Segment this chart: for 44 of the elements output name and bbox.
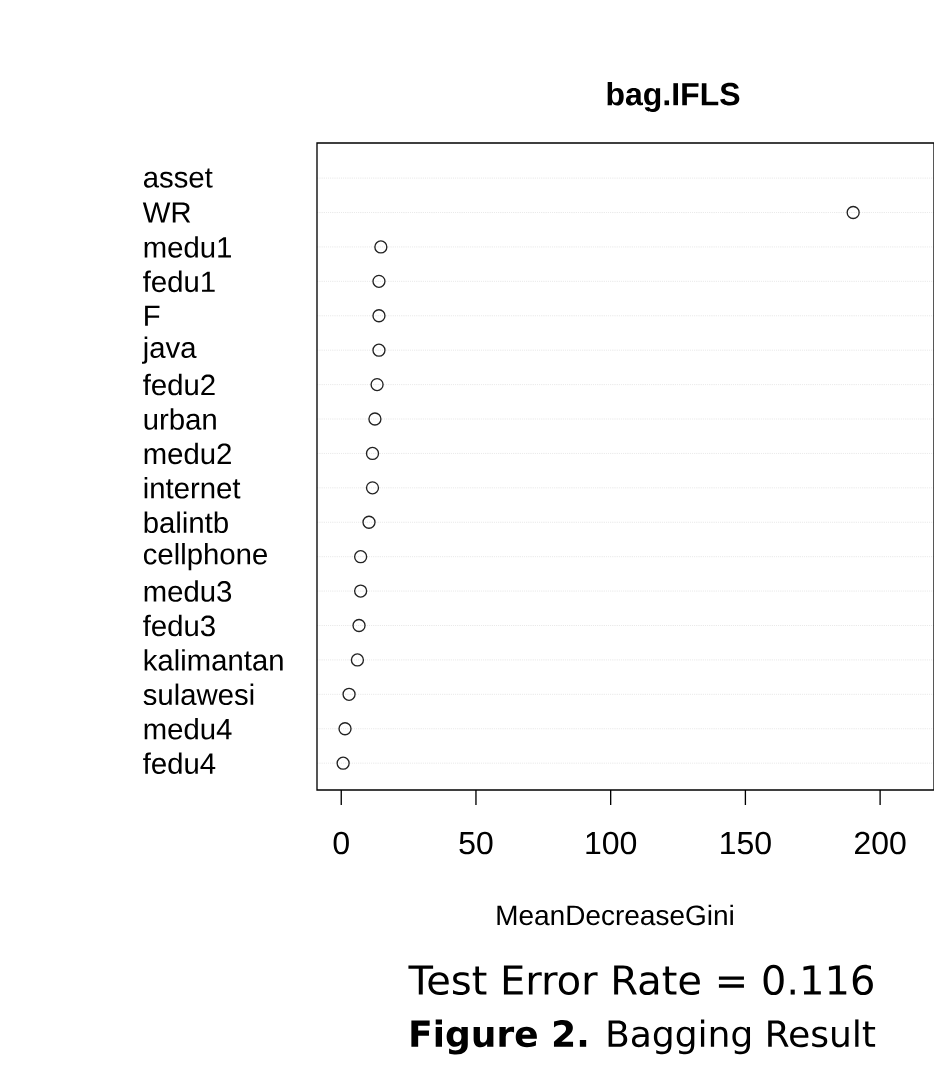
y-tick-label: fedu4 <box>143 752 216 774</box>
y-tick-label: urban <box>144 408 216 430</box>
y-tick-label: medu1 <box>144 236 231 258</box>
point <box>372 309 386 323</box>
point <box>352 618 366 633</box>
x-tick-label: 50 <box>459 831 493 855</box>
y-tick-label: balintb <box>144 511 228 534</box>
y-tick-label: fedu3 <box>143 614 215 637</box>
point <box>353 550 368 564</box>
point <box>336 756 350 770</box>
point <box>342 687 356 701</box>
point <box>368 412 382 426</box>
y-tick-label: medu2 <box>144 442 231 465</box>
point <box>372 274 386 289</box>
y-tick-label: kalimantan <box>144 649 283 671</box>
y-tick-label: asset <box>143 168 213 188</box>
point <box>362 515 376 529</box>
text: Figure 2. Bagging Result <box>411 1019 876 1055</box>
point <box>353 584 368 598</box>
x-tick-label: 200 <box>855 831 906 855</box>
point <box>370 377 384 392</box>
point <box>846 205 860 220</box>
y-tick-label: medu4 <box>144 717 232 740</box>
x-tick-label: 100 <box>586 831 637 855</box>
point <box>374 240 388 254</box>
x-axis-title: MeanDecreaseGini <box>497 904 733 926</box>
y-tick-label: java <box>142 336 197 364</box>
text: Test Error Rate = 0.116 <box>408 964 873 996</box>
point <box>338 722 352 736</box>
x-tick-label: 0 <box>333 831 349 855</box>
point <box>365 481 380 495</box>
y-tick-label: fedu1 <box>143 270 215 293</box>
y-tick-label: F <box>145 305 160 326</box>
y-tick-label: WR <box>142 202 191 223</box>
y-tick-label: fedu2 <box>143 373 215 396</box>
point <box>350 653 365 667</box>
chart-title: bag.IFLS <box>607 82 740 112</box>
point <box>365 446 380 461</box>
y-tick-label: cellphone <box>143 542 267 571</box>
y-tick-label: internet <box>144 477 241 499</box>
y-tick-label: sulawesi <box>143 683 254 706</box>
x-tick-label: 150 <box>721 831 771 855</box>
point <box>372 343 386 357</box>
y-tick-label: medu3 <box>144 580 232 602</box>
